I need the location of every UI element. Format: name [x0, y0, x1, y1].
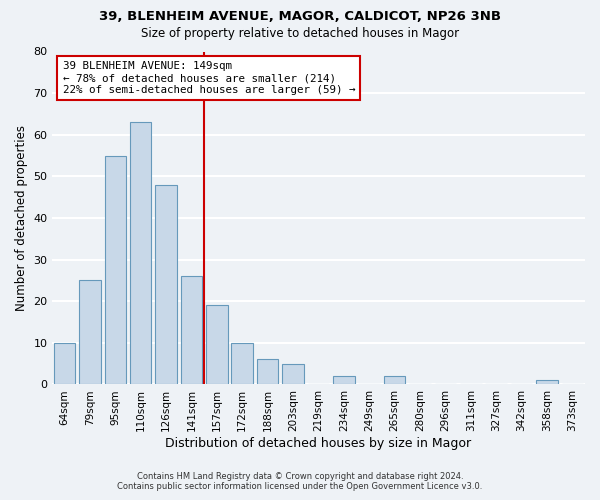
Text: Contains public sector information licensed under the Open Government Licence v3: Contains public sector information licen… — [118, 482, 482, 491]
X-axis label: Distribution of detached houses by size in Magor: Distribution of detached houses by size … — [166, 437, 472, 450]
Bar — [257, 360, 278, 384]
Bar — [384, 376, 406, 384]
Bar — [536, 380, 558, 384]
Bar — [54, 343, 76, 384]
Text: Contains HM Land Registry data © Crown copyright and database right 2024.: Contains HM Land Registry data © Crown c… — [137, 472, 463, 481]
Bar — [130, 122, 151, 384]
Text: 39 BLENHEIM AVENUE: 149sqm
← 78% of detached houses are smaller (214)
22% of sem: 39 BLENHEIM AVENUE: 149sqm ← 78% of deta… — [62, 62, 355, 94]
Text: 39, BLENHEIM AVENUE, MAGOR, CALDICOT, NP26 3NB: 39, BLENHEIM AVENUE, MAGOR, CALDICOT, NP… — [99, 10, 501, 23]
Y-axis label: Number of detached properties: Number of detached properties — [15, 125, 28, 311]
Bar — [104, 156, 126, 384]
Bar — [282, 364, 304, 384]
Bar — [206, 306, 227, 384]
Bar — [232, 343, 253, 384]
Bar — [181, 276, 202, 384]
Bar — [333, 376, 355, 384]
Bar — [79, 280, 101, 384]
Text: Size of property relative to detached houses in Magor: Size of property relative to detached ho… — [141, 28, 459, 40]
Bar — [155, 184, 177, 384]
